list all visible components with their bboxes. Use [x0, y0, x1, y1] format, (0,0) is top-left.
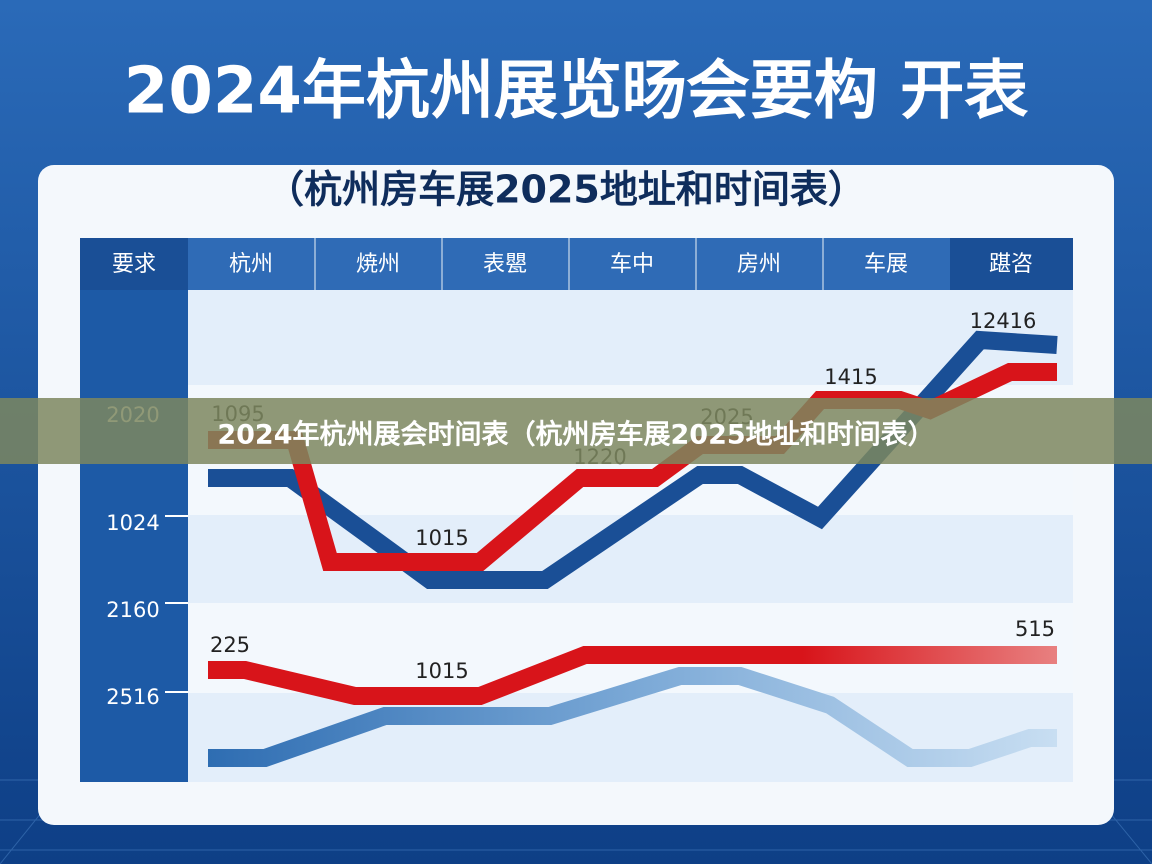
header-row	[80, 238, 1073, 290]
header-last	[950, 238, 1073, 290]
caption: 2024年杭州展会时间表（杭州房车展2025地址和时间表）	[217, 419, 934, 451]
row-label: 2516	[106, 685, 159, 709]
row-bands	[188, 290, 1073, 782]
annotation: 515	[1015, 617, 1055, 641]
annotation: 1015	[415, 526, 468, 550]
column-header: 要求	[112, 252, 156, 277]
header-corner	[80, 238, 188, 290]
column-header: 杭州	[229, 252, 273, 277]
column-header: 房州	[737, 252, 781, 277]
column-header: 车中	[610, 252, 654, 277]
row-ticks	[165, 515, 188, 693]
annotation: 225	[210, 633, 250, 657]
caption-band	[0, 398, 1152, 464]
column-dividers	[314, 238, 824, 290]
column-header: 车展	[864, 252, 908, 277]
annotation: 1415	[824, 365, 877, 389]
row-label: 2160	[106, 598, 159, 622]
annotation: 12416	[970, 309, 1037, 333]
column-header: 焼州	[356, 252, 400, 277]
row-label: 1024	[106, 511, 159, 535]
title: 2024年杭州展览旸会要构 开表	[124, 55, 1028, 129]
subtitle: （杭州房车展2025地址和时间表）	[266, 168, 866, 212]
column-header: 表甖	[483, 252, 527, 277]
label-column	[80, 290, 188, 782]
annotation: 1015	[415, 659, 468, 683]
column-header: 踸咨	[989, 252, 1033, 277]
